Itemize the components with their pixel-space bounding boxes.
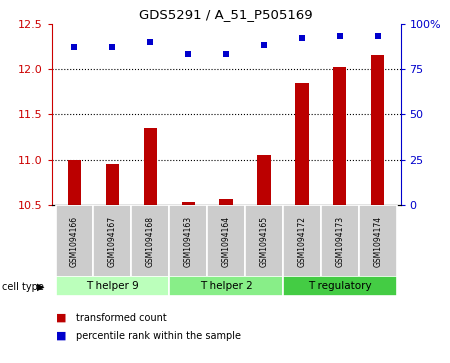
Bar xyxy=(106,164,119,205)
Point xyxy=(298,35,306,41)
Bar xyxy=(245,205,283,278)
Text: T helper 9: T helper 9 xyxy=(86,281,139,291)
Title: GDS5291 / A_51_P505169: GDS5291 / A_51_P505169 xyxy=(140,8,313,21)
Bar xyxy=(220,199,233,205)
Text: ■: ■ xyxy=(56,313,67,323)
Bar xyxy=(371,55,384,205)
Bar xyxy=(169,205,207,278)
Bar xyxy=(55,205,94,278)
Point xyxy=(109,44,116,50)
Bar xyxy=(333,67,346,205)
Text: GSM1094173: GSM1094173 xyxy=(335,216,344,267)
Text: GSM1094174: GSM1094174 xyxy=(373,216,382,267)
Bar xyxy=(68,160,81,205)
Bar xyxy=(94,205,131,278)
Bar xyxy=(182,203,195,205)
Point xyxy=(71,44,78,50)
Bar xyxy=(283,205,321,278)
Text: GSM1094164: GSM1094164 xyxy=(222,216,231,267)
Bar xyxy=(295,83,309,205)
Point xyxy=(147,39,154,45)
Bar xyxy=(144,128,157,205)
Bar xyxy=(257,155,270,205)
Text: cell type: cell type xyxy=(2,282,44,292)
Text: GSM1094167: GSM1094167 xyxy=(108,216,117,267)
Text: transformed count: transformed count xyxy=(76,313,167,323)
Point xyxy=(184,52,192,57)
Text: GSM1094172: GSM1094172 xyxy=(297,216,306,267)
Bar xyxy=(283,276,397,296)
Text: GSM1094165: GSM1094165 xyxy=(260,216,269,267)
Bar xyxy=(55,276,169,296)
Text: GSM1094163: GSM1094163 xyxy=(184,216,193,267)
Point xyxy=(374,33,381,39)
Text: GSM1094168: GSM1094168 xyxy=(146,216,155,267)
Text: ■: ■ xyxy=(56,331,67,341)
Text: T regulatory: T regulatory xyxy=(308,281,372,291)
Text: GSM1094166: GSM1094166 xyxy=(70,216,79,267)
Bar xyxy=(131,205,169,278)
Text: percentile rank within the sample: percentile rank within the sample xyxy=(76,331,242,341)
Bar xyxy=(321,205,359,278)
Point xyxy=(223,52,230,57)
Bar xyxy=(169,276,283,296)
Point xyxy=(336,33,343,39)
Bar xyxy=(359,205,397,278)
Point xyxy=(261,42,268,48)
Text: ▶: ▶ xyxy=(37,282,44,292)
Text: T helper 2: T helper 2 xyxy=(200,281,252,291)
Bar xyxy=(207,205,245,278)
